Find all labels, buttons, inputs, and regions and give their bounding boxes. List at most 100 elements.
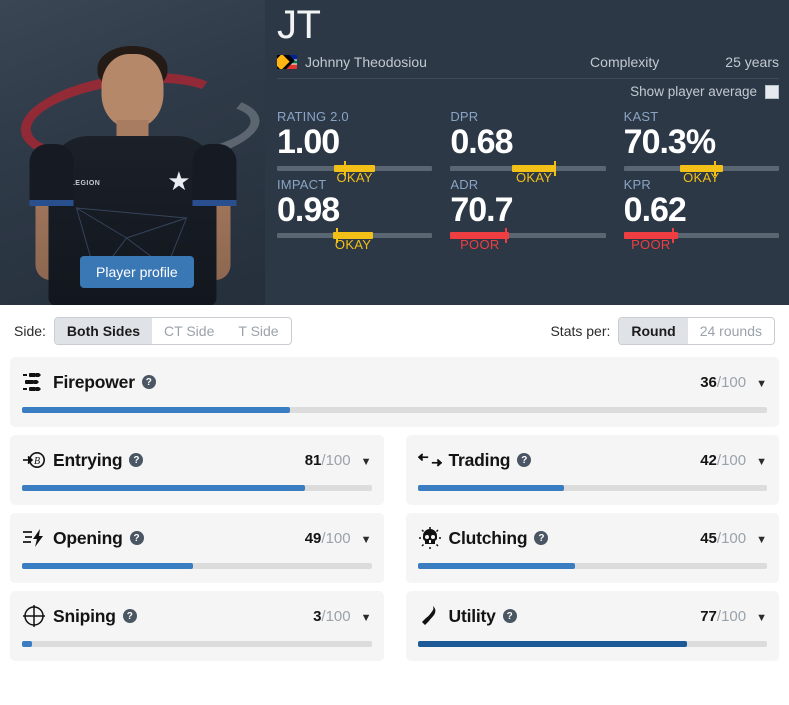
chevron-down-icon[interactable]: ▼ [360,611,372,624]
player-team[interactable]: Complexity [590,54,660,70]
skill-title: Sniping [53,605,116,626]
help-icon[interactable]: ? [502,609,517,623]
stat-card: ADR 70.7 POOR [450,177,606,252]
player-stat-grid: RATING 2.0 1.00 OKAY DPR 0.68 OKAY KAST 70.3% OK… [277,109,779,252]
player-summary: JT Johnny Theodosiou Complexity 25 years… [265,0,789,305]
stat-rating-bar: OKAY [623,160,779,185]
stat-card: KAST 70.3% OKAY [623,109,779,185]
stat-rating-label: OKAY [336,169,373,185]
stat-value: 1.00 [277,123,340,161]
skill-score: 36/100 ▼ [700,374,767,391]
stat-rating-segment [679,164,724,172]
skill-progress-track [22,485,372,491]
trade-arrows-icon [417,448,442,472]
skill-progress-fill [417,485,565,491]
stat-rating-marker [671,228,674,244]
help-icon[interactable]: ? [141,375,156,389]
stat-rating-label: POOR [631,237,671,253]
side-filter-label: Side: [14,323,46,339]
skill-card-clutching[interactable]: Clutching? 45/100 ▼ [405,513,779,583]
stat-label: KPR [623,176,651,192]
skill-score: 81/100 ▼ [305,452,372,469]
stat-rating-label: OKAY [516,169,553,185]
chevron-down-icon[interactable]: ▼ [756,377,767,390]
help-icon[interactable]: ? [534,531,549,545]
stats-per-label: Stats per: [550,323,611,339]
lightning-icon [22,526,46,550]
segment-option-round[interactable]: Round [619,318,688,344]
help-icon[interactable]: ? [129,453,144,467]
entry-arrow-icon: B [22,448,46,472]
skill-row: B Entrying? 81/100 ▼ Trading? 42/100 ▼ [10,435,779,505]
help-icon[interactable]: ? [129,531,144,545]
help-icon[interactable]: ? [517,453,532,467]
stat-rating-bar: OKAY [277,160,433,185]
player-profile-button[interactable]: Player profile [80,256,194,288]
show-player-average-checkbox[interactable] [765,84,779,99]
stats-per-group[interactable]: Round 24 rounds [618,317,775,345]
skill-card-opening[interactable]: Opening? 49/100 ▼ [10,513,384,583]
chevron-down-icon[interactable]: ▼ [756,533,767,546]
stat-label: IMPACT [277,176,327,192]
stat-card: DPR 0.68 OKAY [450,109,606,185]
help-icon[interactable]: ? [122,609,137,623]
skill-card-sniping[interactable]: Sniping? 3/100 ▼ [10,591,384,661]
stat-value: 0.62 [623,190,687,229]
skill-progress-track [417,563,767,569]
segment-option-ct-side[interactable]: CT Side [164,323,215,339]
stat-value: 0.68 [450,123,513,161]
skill-progress-track [417,485,767,491]
stat-label: RATING 2.0 [277,109,349,124]
south-africa-flag-icon [277,55,297,69]
skill-score: 45/100 ▼ [700,530,767,547]
skill-score-value: 77 [700,607,717,625]
player-real-name: Johnny Theodosiou [305,54,427,70]
skill-title: Firepower [53,371,135,392]
chevron-down-icon[interactable]: ▼ [360,455,372,468]
skill-card-utility[interactable]: Utility? 77/100 ▼ [405,591,779,661]
skill-score-denominator: /100 [716,529,747,547]
svg-text:B: B [33,456,39,467]
skill-progress-track [22,407,767,413]
segment-option-24-rounds[interactable]: 24 rounds [699,323,762,339]
stat-rating-marker [554,160,557,176]
sleeve-cuff-right [192,200,236,206]
stat-rating-label: OKAY [683,169,720,185]
stat-rating-marker [343,160,346,176]
player-head [101,54,164,128]
skill-score-denominator: /100 [716,607,747,625]
skill-title: Utility [448,605,496,626]
skill-score-value: 3 [313,607,322,625]
skill-progress-fill [22,407,291,413]
chevron-down-icon[interactable]: ▼ [756,455,767,468]
skill-score-denominator: /100 [321,607,351,625]
show-player-average-row[interactable]: Show player average [277,79,779,105]
skill-title: Clutching [448,527,528,548]
stat-label: KAST [623,109,659,124]
skill-card-entrying[interactable]: B Entrying? 81/100 ▼ [10,435,384,505]
skill-score: 77/100 ▼ [700,608,767,625]
skill-card-trading[interactable]: Trading? 42/100 ▼ [405,435,779,505]
skill-progress-fill [22,641,33,647]
skill-card-firepower[interactable]: Firepower? 36/100 ▼ [10,357,779,427]
player-sleeve-right [192,144,236,206]
stat-rating-bar: POOR [623,228,779,252]
chevron-down-icon[interactable]: ▼ [360,533,372,546]
side-filter-group[interactable]: Both Sides CT Side T Side [53,317,292,345]
segment-option-t-side[interactable]: T Side [238,323,279,339]
bullets-icon [22,370,46,394]
filter-controls: Side: Both Sides CT Side T Side Stats per:… [10,305,779,357]
segment-option-both-sides[interactable]: Both Sides [54,318,153,344]
player-hero: LEGION ★ Player profile JT Johnny Theodo… [0,0,789,305]
skill-row: Firepower? 36/100 ▼ [10,357,779,427]
skull-icon [418,526,442,550]
player-sleeve-left [29,144,73,206]
chevron-down-icon[interactable]: ▼ [756,611,767,624]
skill-score-value: 45 [700,529,717,547]
skill-score-value: 49 [304,529,322,547]
skill-score-value: 42 [700,451,717,469]
stat-rating-segment [450,232,510,240]
stat-rating-bar: POOR [450,228,606,252]
stat-rating-segment [334,164,375,172]
stat-card: IMPACT 0.98 OKAY [277,176,433,252]
